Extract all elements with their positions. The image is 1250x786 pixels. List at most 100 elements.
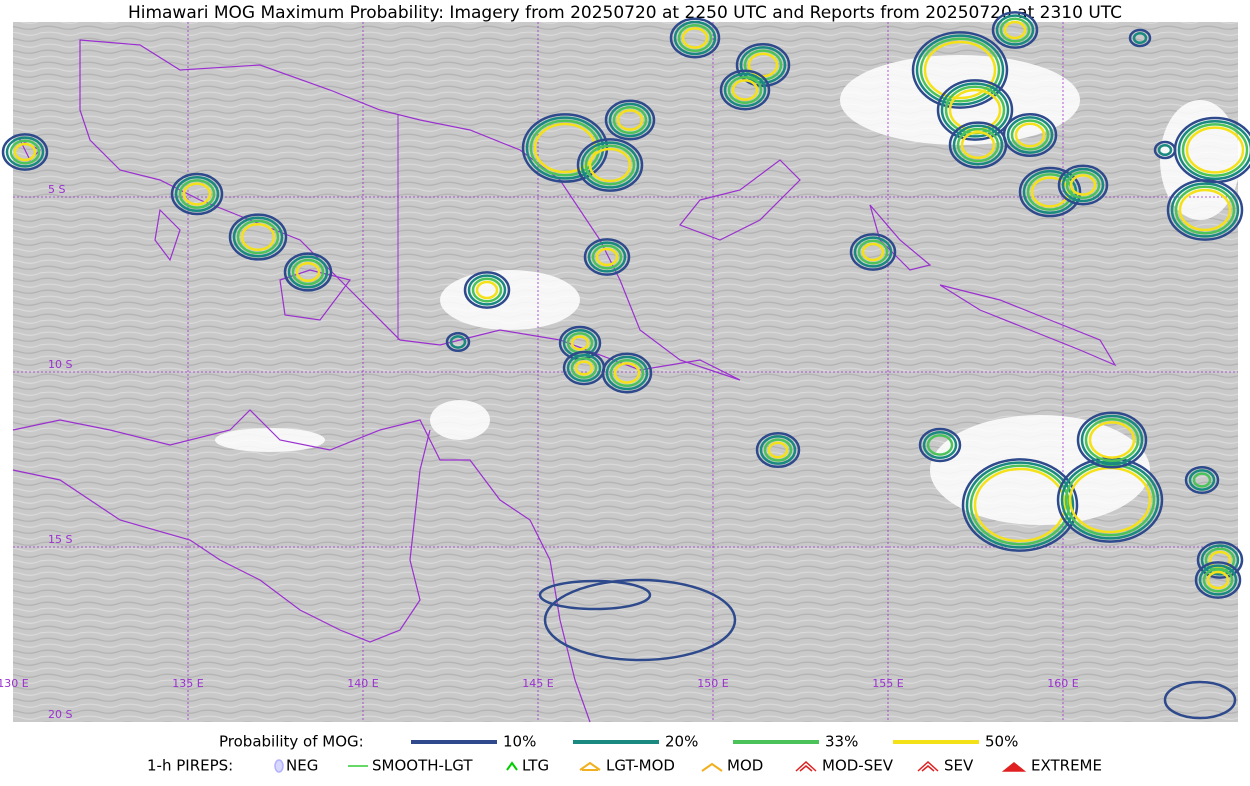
contour [616,109,644,131]
contour [604,99,656,141]
contour [533,122,597,174]
contour [475,280,499,300]
contour [861,242,885,262]
title: Himawari MOG Maximum Probability: Imager… [128,3,1122,23]
contour [681,27,709,49]
contour [467,274,507,306]
contour [759,435,797,465]
contour [543,578,737,662]
contour [1188,469,1216,491]
coastlines [12,39,1117,723]
contour [991,11,1039,49]
contour [923,40,997,100]
contour [1014,122,1046,148]
contour [170,172,224,216]
contour [1065,170,1101,200]
contour [601,352,653,394]
contour [956,127,1000,163]
probability-contours [1,11,1250,720]
contour [1200,544,1240,576]
contour [1128,28,1152,48]
contour [677,23,713,53]
contour [595,247,619,267]
contour [1132,31,1148,45]
contour [1177,119,1250,181]
contour [1174,185,1236,235]
lon-label: 160 E [1047,677,1078,690]
contour [961,458,1079,552]
contour [5,136,45,168]
lat-label: 15 S [48,533,72,546]
contour [1202,567,1234,593]
contour [449,335,467,349]
contour [767,441,789,459]
contour [915,34,1005,106]
contour [969,464,1071,546]
contour [919,37,1001,103]
contour [727,75,763,105]
contour [936,79,1014,141]
contour [445,331,471,353]
pirep-label: LGT-MOD [606,757,675,775]
contour [1181,123,1249,177]
contour [952,124,1004,166]
contour [1080,414,1144,466]
contour [849,233,897,271]
contour [612,105,648,135]
contour [583,238,631,276]
map: 130 E 135 E 140 E 145 E 150 E 155 E 160 E 5 S 10… [0,11,1250,723]
contour [1069,174,1097,196]
contour [228,213,288,261]
contour [1057,164,1109,206]
contour [591,244,623,270]
contour [605,355,649,391]
contour [609,358,645,388]
contour [1006,116,1054,154]
contour [174,175,220,213]
contour [576,138,644,192]
contour [471,277,503,303]
contour [574,360,594,376]
contour [1157,143,1173,157]
contour [295,261,321,283]
contour [743,49,783,81]
contour [1010,119,1050,151]
contour [1002,112,1058,158]
contour [1,133,49,171]
contour [240,222,276,252]
contour [1194,561,1242,599]
pirep-label: LTG [522,757,549,775]
pirep-icons [274,759,1027,773]
contour [922,430,958,460]
contour [673,20,717,56]
contour [1192,472,1212,488]
contour [918,427,962,463]
contour [1196,541,1244,579]
contour [1198,564,1238,596]
contour [719,69,771,111]
contour [182,182,212,206]
contour [566,353,602,383]
contour [1166,179,1244,241]
contour [1088,421,1136,459]
contour [999,17,1031,43]
lon-label: 150 E [697,677,728,690]
lat-label: 20 S [48,708,72,721]
contour [1153,140,1177,160]
pirep-label: MOD-SEV [822,757,894,775]
contour [763,438,793,462]
contour [178,179,216,209]
pirep-label: NEG [286,757,318,775]
contour [236,219,280,255]
contour [9,139,41,165]
contour [1084,417,1140,463]
legend-pireps-title: 1-h PIREPS: [147,757,233,775]
contour [538,579,652,611]
legend-label: 10% [503,733,536,751]
contour [613,362,641,384]
contour [287,255,329,289]
contour [1076,411,1148,469]
contour [588,147,632,183]
pirep-label: SMOOTH-LGT [372,757,473,775]
